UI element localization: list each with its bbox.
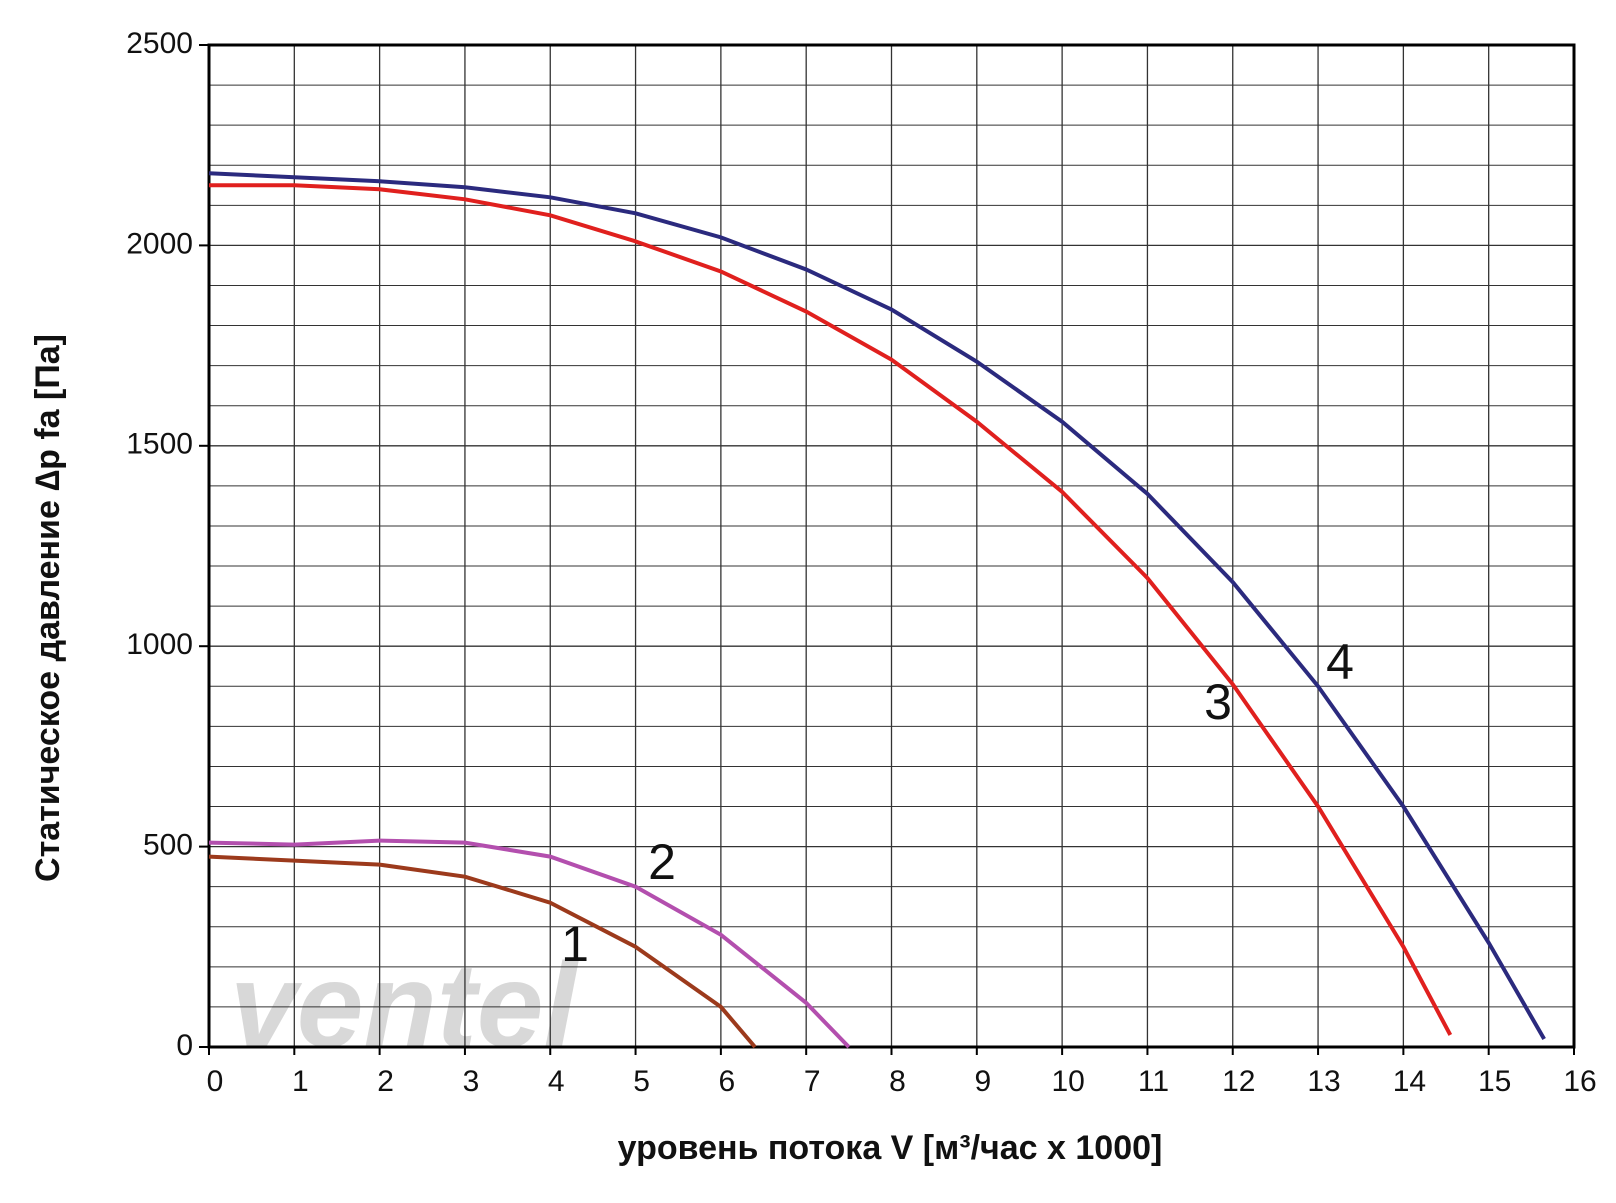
y-tick-label: 0 <box>176 1029 193 1062</box>
x-tick-label: 14 <box>1393 1065 1426 1098</box>
y-tick-label: 2500 <box>126 27 193 60</box>
x-tick-label: 6 <box>719 1065 736 1098</box>
curve-label: 1 <box>561 916 589 972</box>
x-tick-label: 13 <box>1307 1065 1340 1098</box>
x-tick-label: 2 <box>377 1065 394 1098</box>
x-tick-label: 0 <box>207 1065 224 1098</box>
curve <box>208 171 1546 1040</box>
x-tick-label: 9 <box>974 1065 991 1098</box>
y-tick-label: 2000 <box>126 227 193 260</box>
y-tick-label: 1500 <box>126 428 193 461</box>
curve-label: 2 <box>648 834 676 890</box>
x-tick-label: 15 <box>1478 1065 1511 1098</box>
x-tick-label: 8 <box>889 1065 906 1098</box>
x-tick-label: 4 <box>548 1065 565 1098</box>
curve <box>208 854 757 1049</box>
x-tick-label: 3 <box>463 1065 480 1098</box>
y-axis-title: Статическое давление ∆p fa [Па] <box>29 334 67 882</box>
plot-frame <box>207 43 1576 1049</box>
x-tick-label: 5 <box>633 1065 650 1098</box>
x-tick-label: 1 <box>292 1065 309 1098</box>
curve <box>208 838 851 1049</box>
x-tick-label: 7 <box>804 1065 821 1098</box>
curve-label: 3 <box>1204 674 1232 730</box>
x-tick-label: 10 <box>1051 1065 1084 1098</box>
y-tick-label: 1000 <box>126 628 193 661</box>
x-tick-label: 16 <box>1563 1065 1596 1098</box>
x-tick-label: 12 <box>1222 1065 1255 1098</box>
x-axis-title: уровень потока V [м³/час x 1000] <box>618 1129 1163 1167</box>
y-tick-label: 500 <box>143 829 193 862</box>
curve-label: 4 <box>1326 634 1354 690</box>
watermark: ventel <box>230 939 579 1073</box>
curve <box>209 183 1453 1036</box>
x-tick-label: 11 <box>1138 1065 1169 1098</box>
